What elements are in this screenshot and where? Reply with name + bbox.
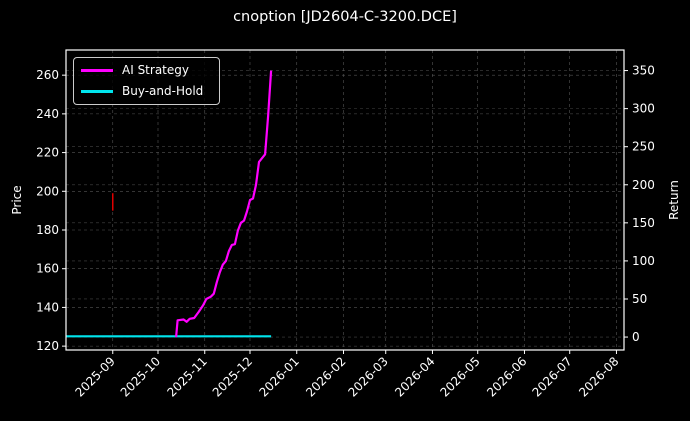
x-tick-label: 2026-08 <box>576 354 621 399</box>
y-axis-right: 0 50 100 150 200 250 300 350 <box>624 64 655 344</box>
y-left-tick-label: 180 <box>36 223 59 237</box>
plot-frame <box>65 49 625 351</box>
x-tick-label: 2025-11 <box>165 354 210 399</box>
y-right-tick-label: 300 <box>632 102 655 116</box>
series-line-ai-strategy <box>175 70 273 338</box>
y-right-tick-label: 150 <box>632 216 655 230</box>
legend-swatch-icon <box>81 89 113 93</box>
y-right-tick-label: 50 <box>632 292 647 306</box>
grid-lines <box>66 50 624 350</box>
y-axis-right-label: Return <box>667 180 681 220</box>
y-right-tick-label: 200 <box>632 178 655 192</box>
y-axis-left-label: Price <box>10 185 24 214</box>
y-left-tick-label: 160 <box>36 262 59 276</box>
series-layer <box>66 70 273 338</box>
x-tick-label: 2026-07 <box>529 354 574 399</box>
legend-item-buy-and-hold: Buy-and-Hold <box>81 81 203 101</box>
y-left-tick-label: 120 <box>36 339 59 353</box>
y-right-tick-label: 0 <box>632 330 640 344</box>
y-left-tick-label: 220 <box>36 146 59 160</box>
x-tick-label: 2025-09 <box>73 354 118 399</box>
y-left-tick-label: 200 <box>36 184 59 198</box>
legend-item-ai-strategy: AI Strategy <box>81 60 189 80</box>
y-right-tick-label: 100 <box>632 254 655 268</box>
x-tick-label: 2026-02 <box>303 354 348 399</box>
x-axis: 2025-09 2025-10 2025-11 2025-12 2026-01 2026-… <box>73 350 622 400</box>
y-axis-left: 120 140 160 180 200 220 240 260 <box>36 68 66 353</box>
x-tick-label: 2026-01 <box>257 354 302 399</box>
y-left-tick-label: 140 <box>36 300 59 314</box>
x-tick-label: 2025-12 <box>210 354 255 399</box>
legend: AI Strategy Buy-and-Hold <box>73 57 220 105</box>
y-right-tick-label: 350 <box>632 64 655 78</box>
x-tick-label: 2026-03 <box>345 354 390 399</box>
x-tick-label: 2026-04 <box>392 354 437 399</box>
legend-label: Buy-and-Hold <box>122 84 204 98</box>
chart-title: cnoption [JD2604-C-3200.DCE] <box>233 9 457 25</box>
y-right-tick-label: 250 <box>632 140 655 154</box>
y-left-tick-label: 240 <box>36 107 59 121</box>
x-tick-label: 2025-10 <box>118 354 163 399</box>
legend-swatch-icon <box>81 68 113 72</box>
x-tick-label: 2026-05 <box>437 354 482 399</box>
y-left-tick-label: 260 <box>36 68 59 82</box>
x-tick-label: 2026-06 <box>484 354 529 399</box>
legend-label: AI Strategy <box>122 63 189 77</box>
